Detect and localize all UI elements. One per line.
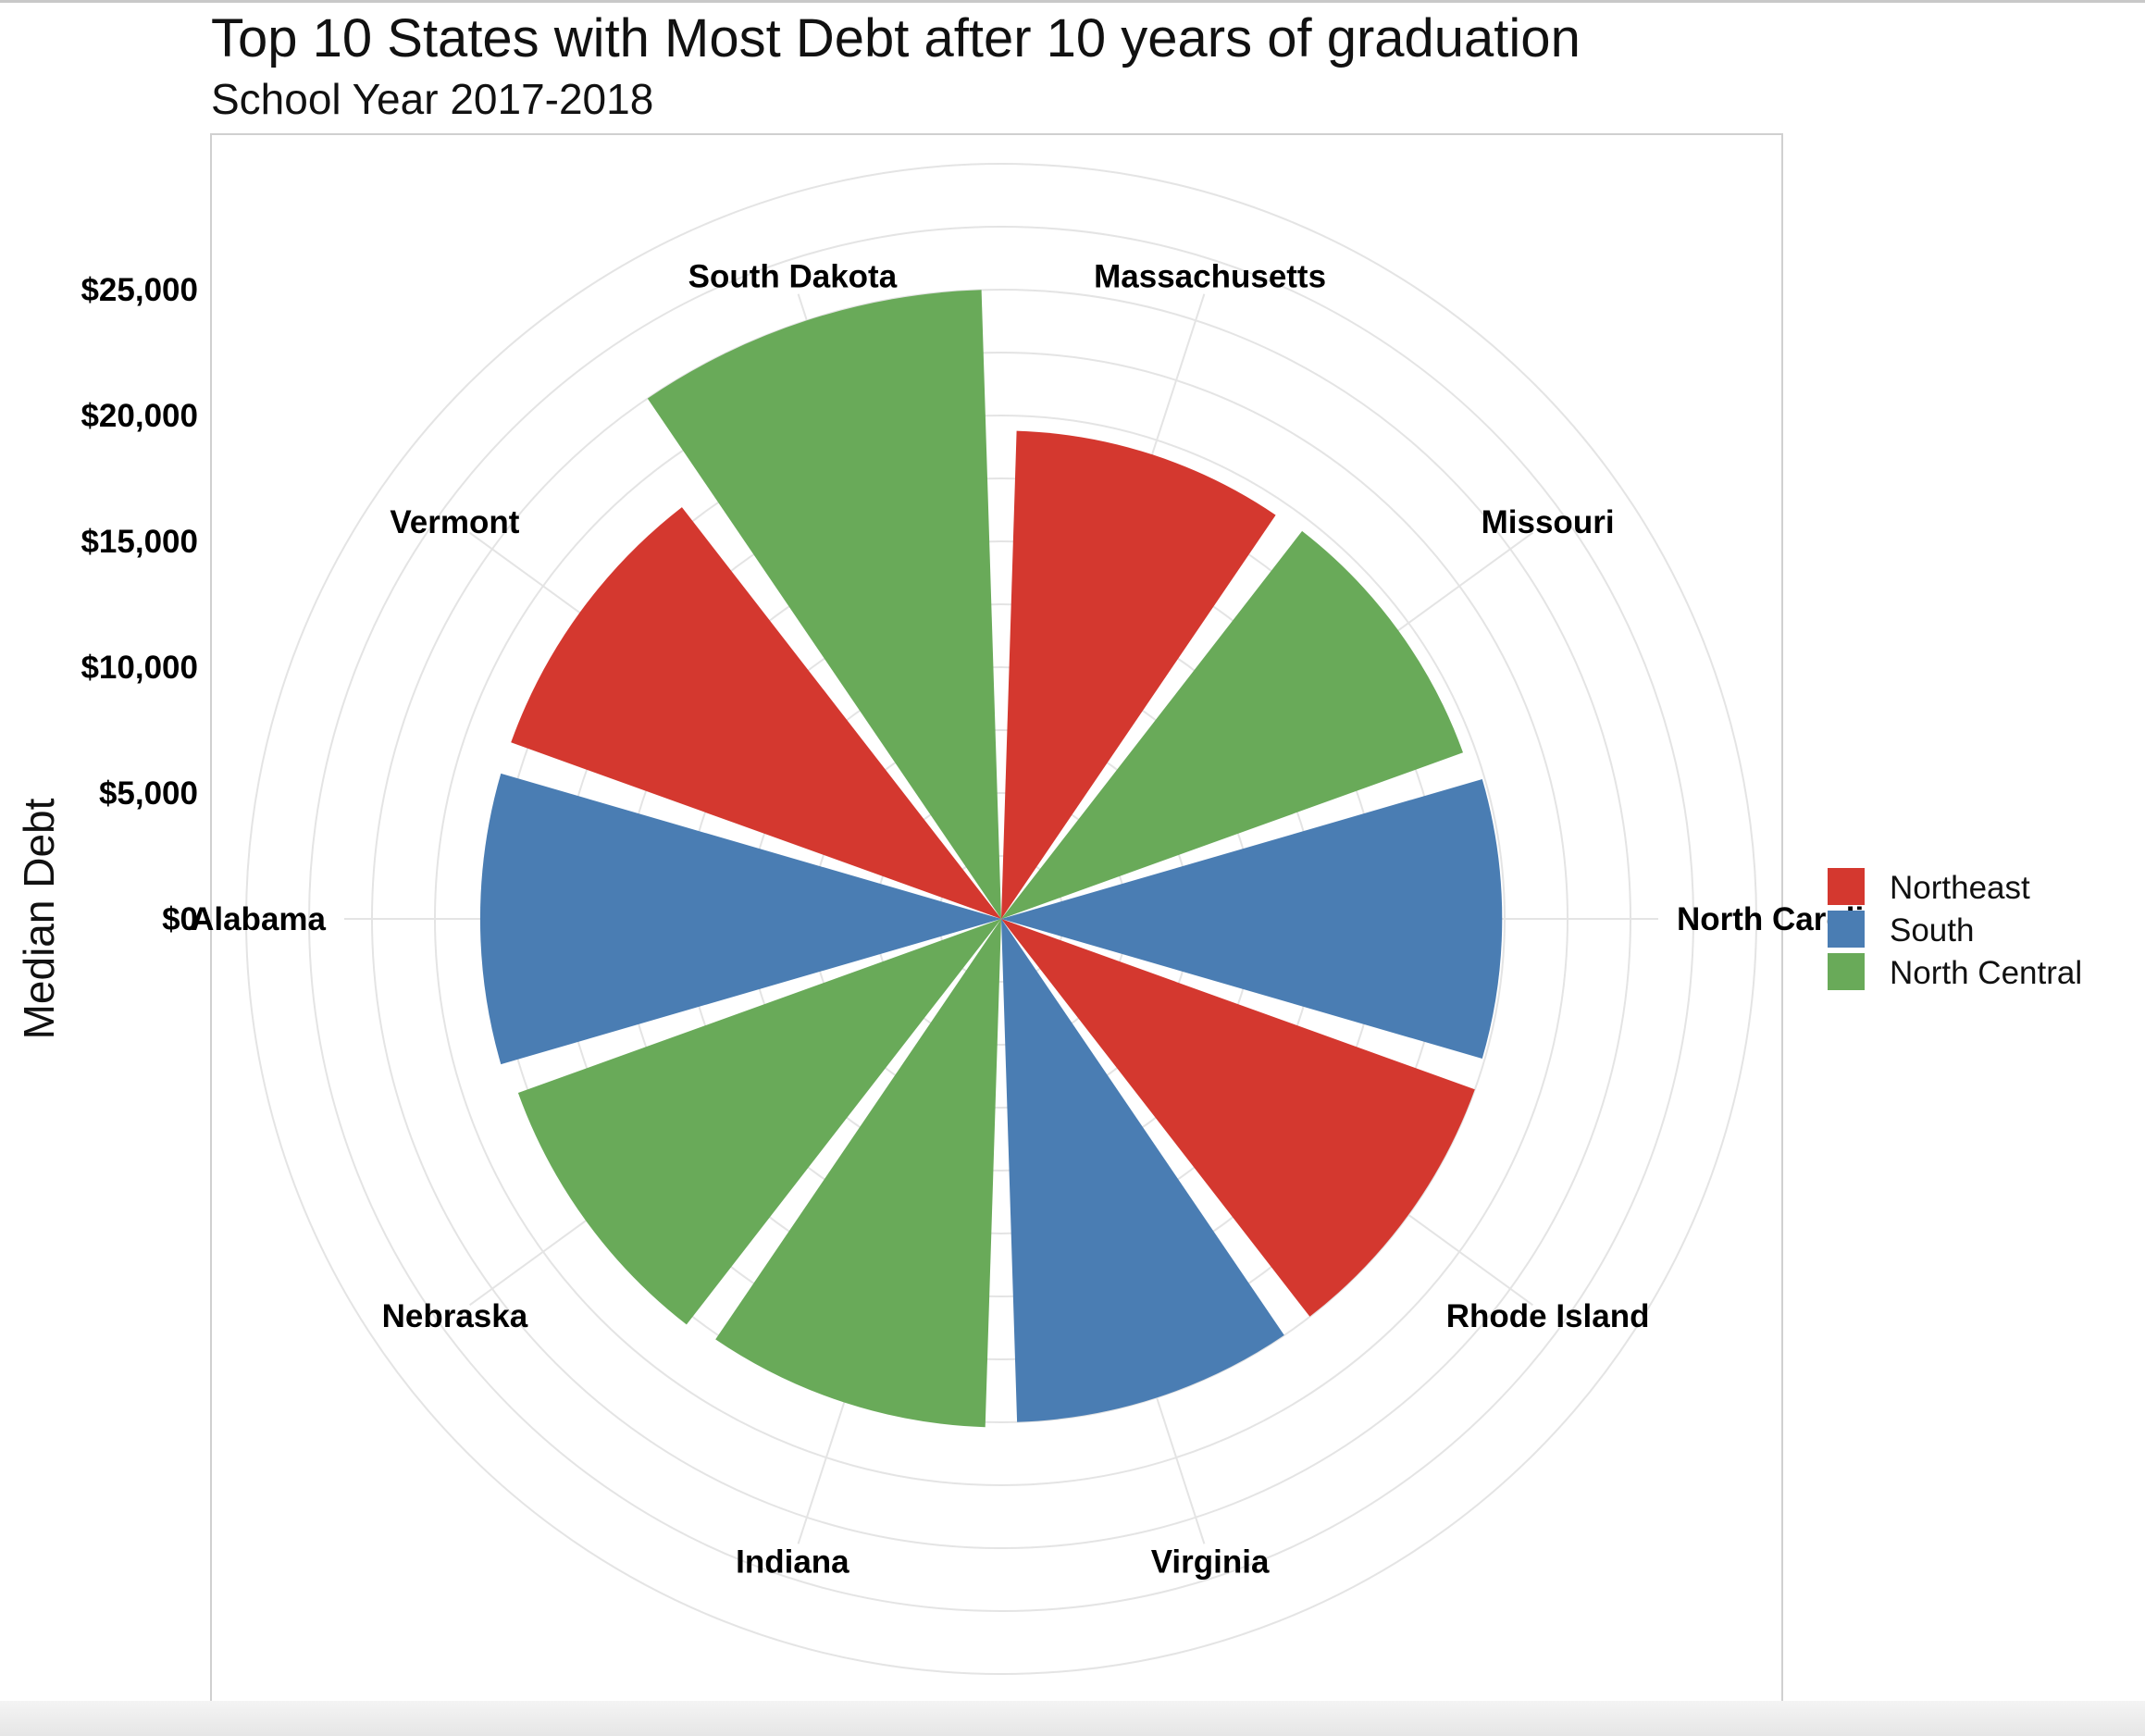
bar-virginia [1001, 919, 1284, 1422]
category-label: Missouri [1482, 504, 1615, 540]
bar-vermont [511, 507, 1001, 919]
legend-label: South [1890, 912, 1974, 949]
window-top-border [0, 0, 2145, 3]
y-tick-label: $5,000 [99, 775, 198, 812]
y-tick-label: $25,000 [81, 272, 198, 308]
legend-swatch [1828, 911, 1865, 948]
category-label: Vermont [390, 504, 519, 540]
bar-nebraska [517, 919, 1001, 1325]
category-label: South Dakota [688, 259, 898, 295]
grid-circle [245, 163, 1757, 1675]
legend-swatch [1828, 868, 1865, 905]
y-tick-label: $15,000 [81, 524, 198, 560]
bar-massachusetts [1001, 430, 1276, 920]
category-label: Rhode Island [1446, 1298, 1650, 1334]
y-axis-label: Median Debt [15, 798, 63, 1039]
y-tick-label: $20,000 [81, 398, 198, 434]
chart-title: Top 10 States with Most Debt after 10 ye… [211, 8, 1581, 68]
bar-indiana [715, 919, 1001, 1428]
grid-circle [308, 226, 1694, 1612]
category-label: Indiana [736, 1544, 849, 1580]
y-tick-label: $0 [162, 901, 198, 937]
y-tick-label: $10,000 [81, 650, 198, 686]
bar-missouri [1001, 530, 1463, 919]
chart-subtitle: School Year 2017-2018 [211, 75, 654, 123]
bar-alabama [479, 773, 1001, 1065]
category-label: Massachusetts [1094, 259, 1326, 295]
legend: Northeast South North Central [1828, 868, 2082, 991]
bar-north-caroli [1001, 779, 1503, 1059]
bar-south-dakota [647, 290, 1001, 919]
category-label: Virginia [1151, 1544, 1270, 1580]
legend-swatch [1828, 953, 1865, 990]
window-bottom-bar [0, 1701, 2145, 1736]
category-label: Nebraska [382, 1298, 528, 1334]
legend-label: Northeast [1890, 870, 2030, 906]
category-label: Alabama [191, 901, 326, 937]
bars [479, 290, 1503, 1428]
y-tick-labels: $0 $5,000 $10,000 $15,000 $20,000 $25,000 [81, 272, 198, 937]
bar-rhode-island [1001, 919, 1475, 1317]
legend-label: North Central [1890, 955, 2082, 991]
